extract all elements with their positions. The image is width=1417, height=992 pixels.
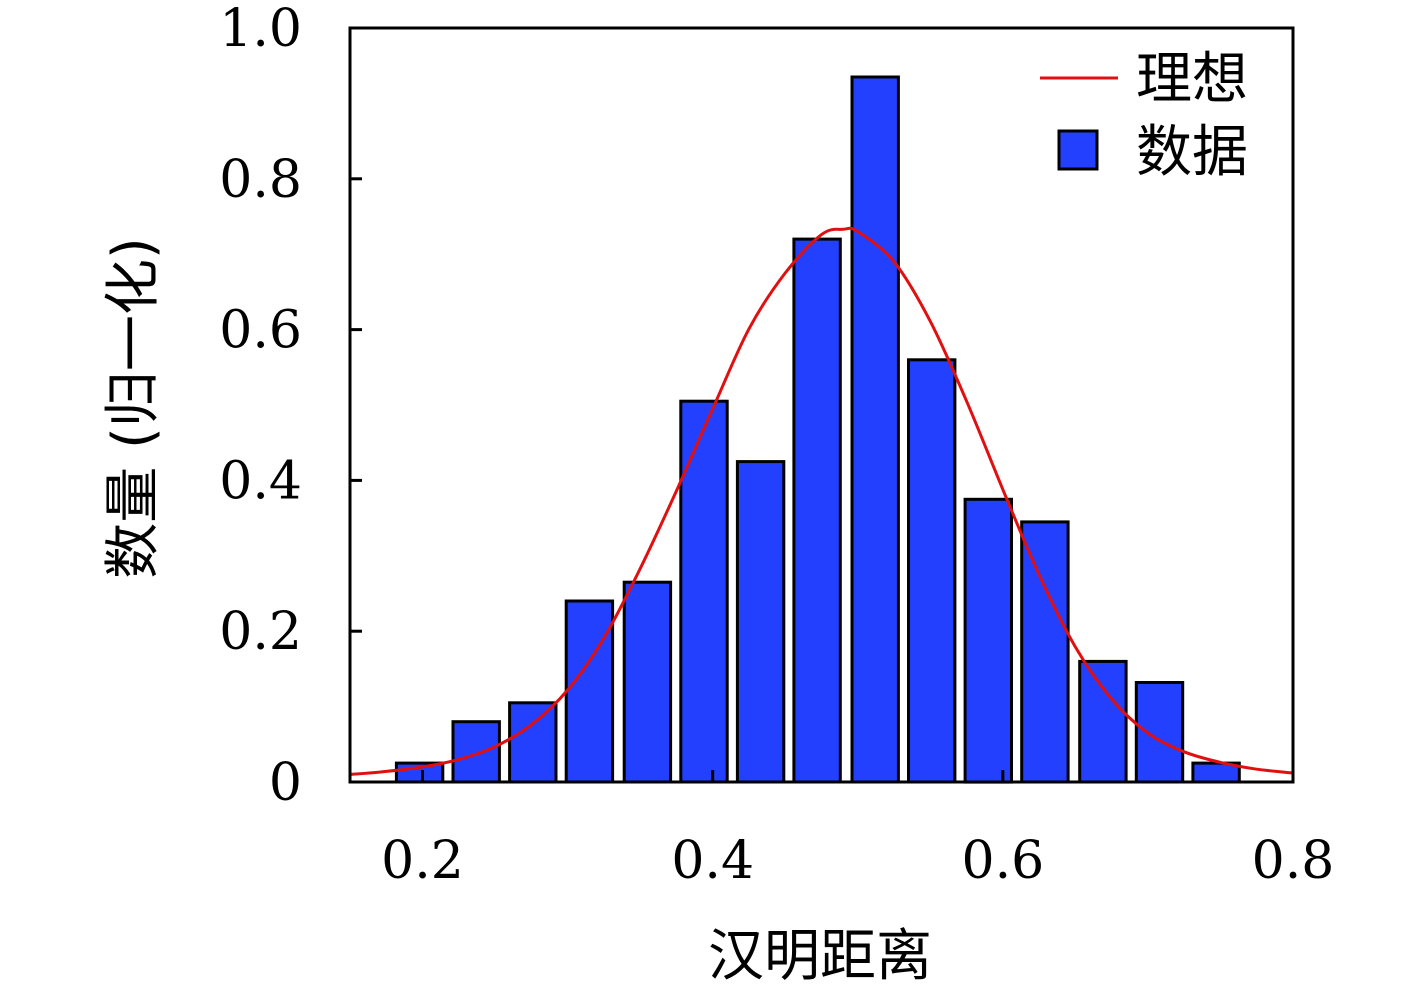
bar [963,497,1013,784]
bar [1134,681,1185,784]
bar [1078,659,1128,784]
bar [1020,520,1070,784]
legend-label-bar: 数据 [1136,120,1248,185]
bar [735,460,786,784]
bar [850,75,900,784]
bar [907,358,957,784]
y-tick-label: 1.0 [219,0,302,59]
legend: 理想 数据 [1040,47,1248,185]
y-tick-label: 0.6 [219,301,302,361]
x-tick-label: 0.6 [961,831,1044,891]
fit-curve-line [349,226,1294,776]
legend-label-line: 理想 [1136,47,1248,112]
x-tick-label: 0.4 [671,831,754,891]
bar-series [394,75,1241,784]
legend-swatch-bar [1057,129,1099,171]
y-axis-title: 数量 (归一化) [101,237,166,579]
bar [679,399,729,784]
plot-frame [348,26,1295,784]
bar [792,237,842,784]
y-tick-label: 0 [269,753,302,813]
y-axis-ticks: 0 0.2 0.4 0.6 0.8 1.0 [219,0,362,813]
x-axis-ticks: 0.2 0.4 0.6 0.8 [381,770,1334,891]
y-tick-label: 0.4 [219,451,302,511]
bar [451,720,501,784]
x-tick-label: 0.2 [381,831,464,891]
y-tick-label: 0.8 [219,150,302,210]
bar [564,599,615,784]
x-axis-title: 汉明距离 [708,924,932,989]
x-tick-label: 0.8 [1252,831,1335,891]
bar [508,701,558,784]
bar [622,580,673,784]
y-tick-label: 0.2 [219,602,302,662]
